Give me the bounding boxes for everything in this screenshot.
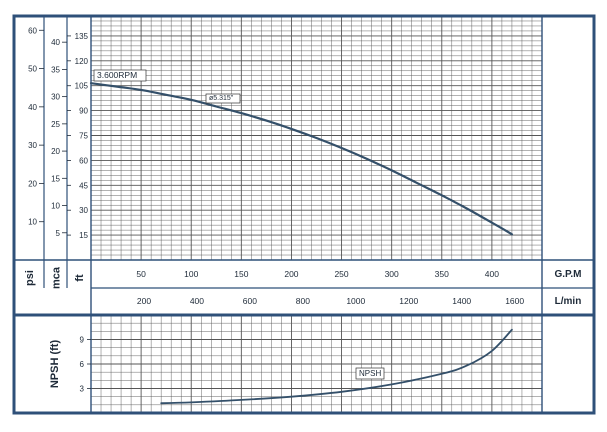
mca-tick-label: 30 [51,93,60,102]
mca-axis-label: mca [51,266,63,289]
ft-tick-label: 75 [79,132,88,141]
gpm-axis-label: G.P.M [554,269,581,280]
curves: 3.600RPM ø5.315" NPSH [89,69,513,405]
psi-tick-label: 30 [28,141,37,150]
psi-axis-label: psi [24,270,36,286]
outer-frame [12,14,596,415]
gpm-tick-label: 250 [334,269,348,279]
npsh-grid [90,314,543,414]
npsh-curve [160,328,513,405]
mca-tick-label: 20 [51,147,60,156]
lmin-tick-label: 1200 [399,296,418,306]
psi-tick-label: 20 [28,179,37,188]
ft-tick-label: 30 [79,206,88,215]
psi-tick-label: 10 [28,218,37,227]
ft-tick-label: 105 [75,82,89,91]
ft-tick-label: 90 [79,107,88,116]
ft-tick-label: 120 [75,57,89,66]
mca-tick-label: 40 [51,38,60,47]
ft-axis-label: ft [74,274,86,282]
lmin-tick-label: 200 [137,296,151,306]
pump-curve-3600rpm [89,82,513,236]
ft-tick-label: 60 [79,156,88,165]
gpm-tick-label: 400 [485,269,499,279]
gpm-tick-label: 350 [435,269,449,279]
gpm-tick-label: 200 [284,269,298,279]
ft-tick-label: 15 [79,231,88,240]
lmin-axis-label: L/min [555,296,582,307]
npsh-tick-label: 6 [80,360,85,369]
lmin-tick-label: 1400 [452,296,471,306]
impeller-diameter-label-box [205,93,241,104]
lmin-tick-label: 800 [296,296,310,306]
psi-tick-label: 40 [28,103,37,112]
ft-tick-label: 45 [79,181,88,190]
lmin-tick-label: 600 [243,296,257,306]
lmin-tick-label: 1000 [346,296,365,306]
npsh-curve-label: NPSH [359,369,381,378]
mca-tick-label: 25 [51,120,60,129]
gpm-tick-label: 50 [136,269,146,279]
mca-tick-label: 5 [56,229,61,238]
rpm-label: 3.600RPM [97,70,137,80]
psi-tick-label: 60 [28,26,37,35]
npsh-curve-label-box [355,367,385,380]
lmin-tick-label: 1600 [505,296,524,306]
gpm-tick-label: 150 [234,269,248,279]
mca-tick-label: 35 [51,65,60,74]
npsh-tick-label: 9 [80,336,85,345]
npsh-tick-label: 3 [80,385,85,394]
mca-tick-label: 15 [51,174,60,183]
ft-tick-label: 135 [75,32,89,41]
performance-grid [90,15,543,261]
axis-labels: 10 20 30 40 50 60 5 10 15 20 25 30 35 40 15 30 45 60 75 90 1… [24,26,582,393]
rpm-label-box [93,69,147,82]
mca-tick-label: 10 [51,202,60,211]
gpm-tick-label: 300 [385,269,399,279]
psi-tick-label: 50 [28,65,37,74]
impeller-diameter-label: ø5.315" [209,95,234,102]
npsh-axis-label: NPSH (ft) [49,340,61,389]
lmin-tick-label: 400 [190,296,204,306]
gpm-tick-label: 100 [184,269,198,279]
